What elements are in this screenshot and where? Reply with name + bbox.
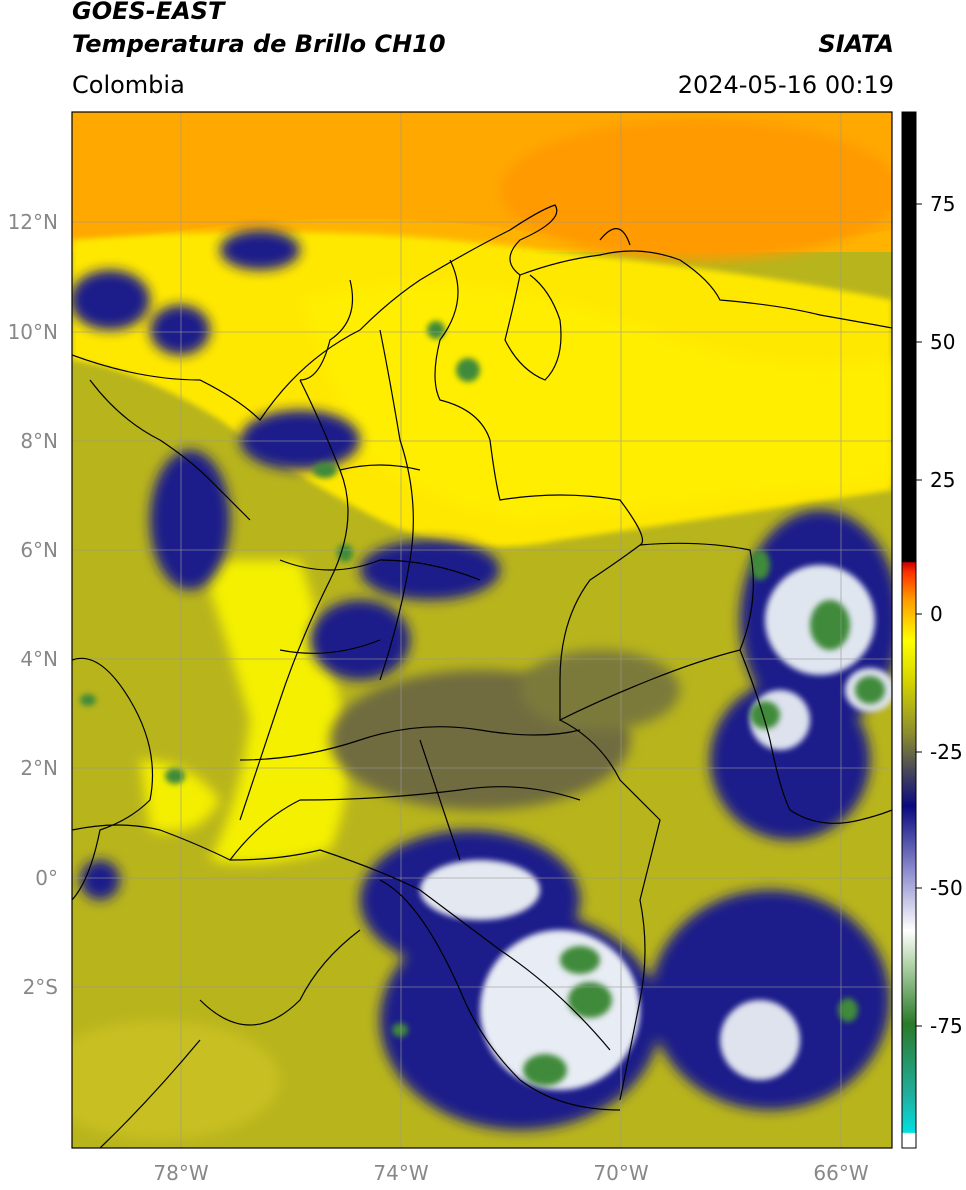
boundaries	[72, 204, 892, 1148]
latitude-axis: 12°N 10°N 8°N 6°N 4°N 2°N 0° 2°S	[8, 210, 58, 999]
colorbar-tick-label: -50	[930, 876, 963, 900]
lat-tick-label: 4°N	[20, 647, 58, 671]
brand-label: SIATA	[818, 30, 894, 58]
lat-tick-label: 2°S	[23, 975, 58, 999]
colorbar-tick-label: -25	[930, 740, 963, 764]
product-title: Temperatura de Brillo CH10	[72, 30, 446, 58]
lat-tick-label: 8°N	[20, 429, 58, 453]
lon-tick-label: 74°W	[373, 1161, 428, 1185]
satellite-title: GOES-EAST	[72, 0, 225, 25]
lon-tick-label: 78°W	[153, 1161, 208, 1185]
colorbar-tick-label: 0	[930, 602, 943, 626]
colorbar-tick-label: -75	[930, 1014, 963, 1038]
satellite-imagery	[72, 112, 892, 1148]
region-label: Colombia	[72, 71, 185, 99]
colorbar-tick-label: 50	[930, 330, 955, 354]
lat-tick-label: 2°N	[20, 756, 58, 780]
lon-tick-label: 66°W	[813, 1161, 868, 1185]
lat-tick-label: 10°N	[8, 320, 58, 344]
map-frame	[71, 111, 893, 1149]
colorbar: 75 50 25 0 -25 -50 -75	[901, 111, 963, 1149]
timestamp-label: 2024-05-16 00:19	[677, 71, 894, 99]
lat-tick-label: 12°N	[8, 210, 58, 234]
colorbar-tick-label: 75	[930, 192, 955, 216]
longitude-axis: 78°W 74°W 70°W 66°W	[153, 1161, 868, 1185]
lat-tick-label: 0°	[35, 866, 58, 890]
lat-tick-label: 6°N	[20, 538, 58, 562]
colorbar-ramp	[901, 111, 917, 1149]
lon-tick-label: 70°W	[593, 1161, 648, 1185]
colorbar-tick-label: 25	[930, 468, 955, 492]
